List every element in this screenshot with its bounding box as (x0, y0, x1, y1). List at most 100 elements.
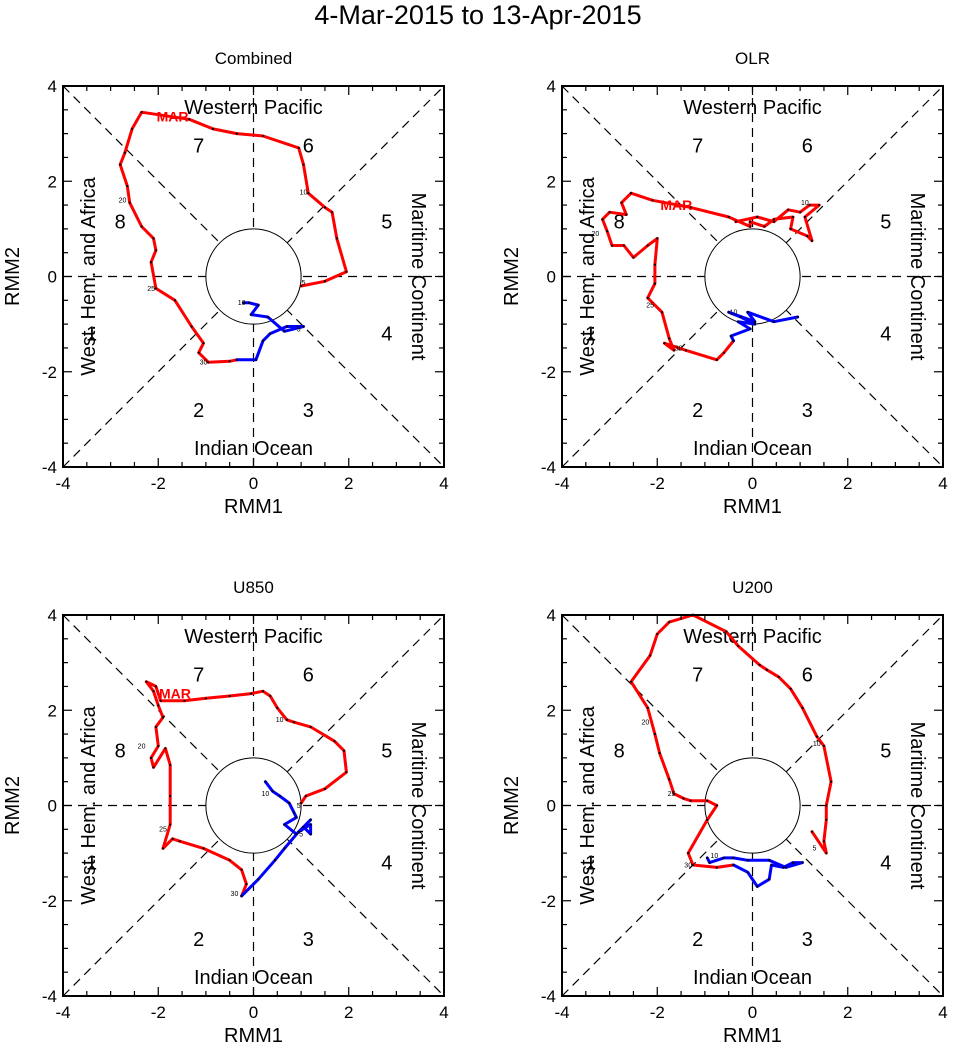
x-tick-label: 0 (249, 474, 258, 493)
day-marker-march-1 (825, 852, 828, 855)
day-marker-march-9 (789, 687, 792, 690)
day-marker-march-6 (307, 192, 310, 195)
day-marker-april-2 (273, 859, 277, 862)
day-marker-march-20 (646, 706, 649, 709)
day-marker-april-6 (727, 311, 730, 314)
y-tick-label: -4 (541, 987, 556, 1006)
day-marker-april-10 (247, 301, 250, 304)
phase-number-8: 8 (115, 741, 126, 763)
day-marker-march-5 (808, 203, 811, 207)
day-label: 20 (641, 720, 649, 727)
day-label: 30 (200, 360, 208, 367)
day-marker-march-17 (656, 632, 659, 636)
region-label-left: West. Hem. and Africa (78, 705, 100, 904)
day-marker-march-23 (668, 778, 671, 781)
day-marker-march-3 (787, 208, 790, 211)
day-marker-march-3 (825, 818, 828, 821)
day-marker-march-12 (772, 218, 776, 221)
panel-title: U200 (732, 578, 773, 597)
day-marker-march-23 (601, 218, 604, 221)
x-tick-label: -2 (151, 474, 166, 493)
day-marker-april-2 (756, 885, 759, 888)
y-tick-label: 0 (547, 797, 556, 816)
day-label: 10 (300, 190, 308, 197)
day-marker-april-5 (302, 325, 305, 328)
day-label: 10 (276, 717, 284, 724)
day-marker-march-5 (333, 740, 336, 743)
y-axis-label: RMM2 (501, 247, 523, 306)
day-marker-march-2 (323, 787, 327, 790)
day-marker-march-12 (250, 692, 253, 695)
day-marker-march-22 (150, 261, 153, 264)
day-marker-march-15 (749, 225, 752, 228)
day-marker-march-30 (653, 263, 656, 266)
day-label: 25 (159, 827, 167, 834)
day-marker-april-2 (749, 327, 752, 330)
day-marker-march-10 (777, 675, 780, 679)
day-marker-march-23 (154, 287, 157, 290)
day-marker-april-8 (309, 818, 312, 821)
region-label-right: Maritime Continent (407, 193, 429, 361)
day-marker-march-29 (656, 237, 659, 240)
y-tick-label: 2 (547, 172, 556, 191)
unit-circle (205, 228, 302, 325)
day-marker-march-24 (672, 792, 676, 795)
day-marker-march-10 (789, 227, 792, 230)
day-marker-march-16 (727, 215, 730, 219)
unit-circle (205, 757, 302, 854)
day-marker-march-14 (725, 630, 728, 633)
day-marker-march-7 (292, 721, 296, 724)
phase-number-4: 4 (381, 324, 392, 346)
day-marker-april-12 (722, 856, 726, 859)
day-marker-march-38 (715, 358, 718, 361)
phase-number-5: 5 (381, 741, 392, 763)
day-marker-march-32 (646, 296, 649, 300)
day-label: 10 (711, 853, 719, 860)
day-label: 5 (299, 831, 303, 838)
y-tick-label: 2 (48, 172, 57, 191)
trajectory-march (629, 613, 833, 869)
day-marker-march-10 (235, 132, 238, 135)
day-marker-march-6 (309, 725, 312, 729)
day-marker-april-11 (242, 301, 246, 304)
phase-number-6: 6 (303, 665, 314, 687)
day-marker-april-6 (283, 330, 286, 333)
day-marker-april-7 (753, 320, 756, 323)
day-marker-march-11 (211, 127, 215, 130)
day-label: 20 (119, 198, 127, 205)
day-marker-march-28 (646, 244, 649, 247)
x-tick-label: 0 (748, 1003, 757, 1022)
x-tick-label: -2 (650, 1003, 665, 1022)
day-label: 10 (813, 741, 821, 748)
phase-number-6: 6 (802, 136, 813, 158)
day-marker-march-24 (173, 299, 177, 302)
day-marker-march-3 (345, 771, 348, 774)
day-marker-march-4 (342, 749, 346, 752)
day-marker-march-3 (335, 237, 338, 240)
phase-number-7: 7 (193, 136, 204, 158)
phase-number-6: 6 (802, 665, 813, 687)
x-tick-label: 0 (249, 1003, 258, 1022)
y-tick-label: -4 (541, 458, 556, 477)
day-marker-march-25 (152, 766, 155, 769)
day-marker-march-13 (140, 111, 143, 114)
day-marker-march-0 (810, 830, 814, 833)
day-marker-march-19 (629, 680, 633, 683)
day-marker-march-12 (758, 663, 761, 667)
day-marker-april-5 (782, 866, 785, 869)
day-marker-march-33 (202, 847, 205, 850)
month-label: MAR (660, 197, 692, 213)
day-marker-march-9 (806, 234, 809, 238)
y-axis-label: RMM2 (2, 776, 24, 835)
phase-number-3: 3 (802, 400, 813, 422)
y-tick-label: 4 (547, 606, 556, 625)
x-tick-label: 2 (843, 1003, 852, 1022)
day-label: 5 (297, 803, 301, 810)
day-marker-april-3 (269, 332, 272, 335)
month-label: MAR (157, 109, 189, 125)
phase-number-8: 8 (614, 741, 625, 763)
region-label-bottom: Indian Ocean (693, 438, 812, 460)
day-marker-april-3 (283, 847, 286, 850)
day-marker-march-28 (207, 361, 210, 364)
